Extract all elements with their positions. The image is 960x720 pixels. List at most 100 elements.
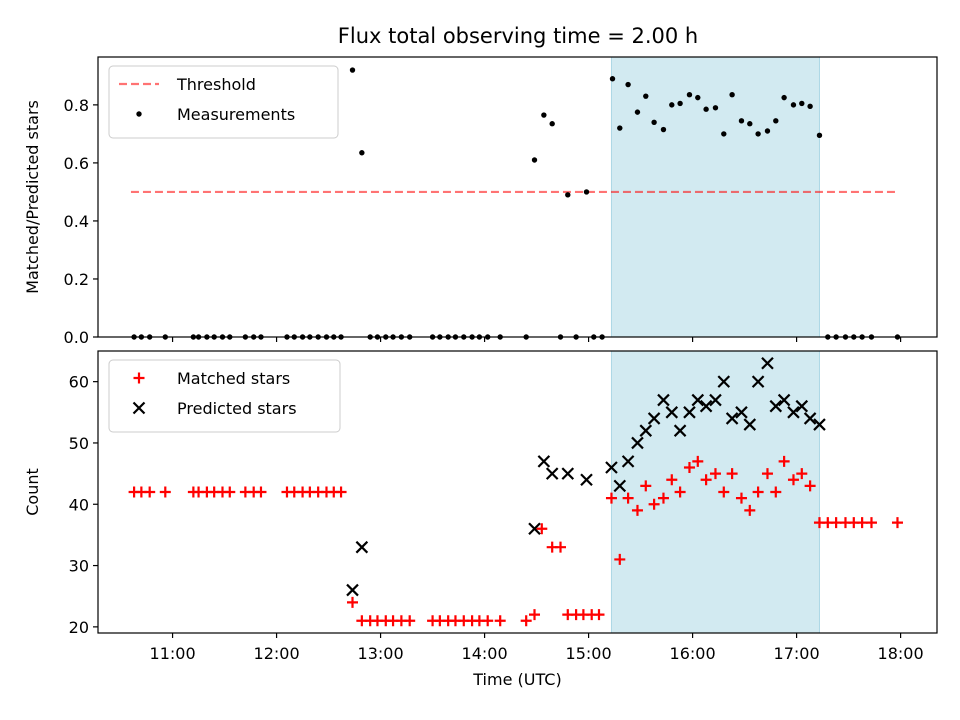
data-point xyxy=(482,615,494,627)
data-point xyxy=(520,615,532,627)
data-point xyxy=(621,455,635,468)
data-point xyxy=(669,102,675,108)
data-point xyxy=(683,406,696,419)
data-point xyxy=(657,492,669,504)
data-point xyxy=(665,406,679,419)
data-point xyxy=(717,375,731,388)
data-point xyxy=(159,486,171,498)
data-point xyxy=(700,474,712,486)
y-tick-label: 50 xyxy=(69,434,89,453)
data-point xyxy=(743,418,757,431)
data-point xyxy=(761,468,773,480)
data-point xyxy=(735,492,747,504)
data-point xyxy=(677,100,683,107)
data-point xyxy=(643,93,649,99)
data-point xyxy=(865,517,877,529)
data-point xyxy=(609,76,616,82)
data-point xyxy=(537,455,551,468)
data-point xyxy=(807,103,813,110)
legend-swatch xyxy=(136,111,142,117)
data-point xyxy=(549,121,555,127)
data-point xyxy=(651,119,657,125)
data-point xyxy=(613,479,627,493)
data-point xyxy=(404,615,416,627)
data-point xyxy=(752,486,764,498)
data-point xyxy=(773,118,779,124)
data-point xyxy=(699,399,713,413)
data-point xyxy=(778,455,790,467)
data-point xyxy=(580,473,593,487)
axes-frame xyxy=(97,56,938,338)
data-point xyxy=(541,112,547,118)
data-point xyxy=(359,150,365,156)
chart-title: Flux total observing time = 2.00 h xyxy=(338,24,698,48)
data-point xyxy=(769,399,783,413)
legend-entry: Predicted stars xyxy=(132,399,297,418)
data-point xyxy=(583,189,590,195)
data-point xyxy=(631,504,643,516)
data-point xyxy=(703,106,709,112)
data-point xyxy=(144,486,156,498)
data-point xyxy=(787,474,799,486)
data-point xyxy=(738,118,745,124)
data-point xyxy=(799,100,805,107)
series-measurements xyxy=(131,67,901,340)
legend: Matched stars Predicted stars xyxy=(108,359,341,433)
data-point xyxy=(528,522,541,536)
data-point xyxy=(683,461,695,473)
legend-box xyxy=(108,359,341,433)
legend-label: Matched stars xyxy=(177,369,290,388)
y-tick-label: 0.8 xyxy=(64,96,89,115)
x-tick-label: 12:00 xyxy=(254,644,300,663)
x-tick-label: 17:00 xyxy=(774,644,820,663)
data-point xyxy=(781,94,787,101)
legend-entry: Threshold xyxy=(119,75,256,94)
x-tick-label: 18:00 xyxy=(878,644,924,663)
data-point xyxy=(605,461,618,474)
y-tick-label: 0.2 xyxy=(64,270,89,289)
data-point xyxy=(747,121,753,127)
data-point xyxy=(692,455,704,467)
data-point xyxy=(761,356,774,370)
data-point xyxy=(735,406,748,419)
legend-entry: Matched stars xyxy=(133,369,290,388)
data-point xyxy=(787,406,800,419)
data-point xyxy=(726,468,738,480)
data-point xyxy=(639,424,653,437)
x-tick-label: 14:00 xyxy=(462,644,508,663)
data-point xyxy=(796,468,808,480)
data-point xyxy=(856,517,868,529)
series-matched-stars xyxy=(128,455,903,627)
legend-label: Threshold xyxy=(176,75,256,94)
bottom-panel-count: 20 30 40 50 60 11:00 12:00 13:00 14:00 15:00 16:00… xyxy=(23,350,938,689)
legend: Threshold Measurements xyxy=(108,65,339,139)
data-point xyxy=(605,492,617,504)
data-point xyxy=(721,131,727,137)
data-point xyxy=(625,81,631,88)
data-point xyxy=(565,192,571,198)
data-point xyxy=(795,399,809,413)
data-point xyxy=(891,517,903,529)
legend-box xyxy=(108,65,339,139)
observing-window-span xyxy=(610,350,820,634)
y-tick-label: 20 xyxy=(69,618,89,637)
data-point xyxy=(622,492,634,504)
legend-swatch xyxy=(132,401,146,415)
data-point xyxy=(349,67,356,73)
data-point xyxy=(666,474,678,486)
data-point xyxy=(770,486,782,498)
y-tick-label: 60 xyxy=(69,373,89,392)
data-point xyxy=(529,609,541,621)
data-point xyxy=(355,540,369,554)
data-point xyxy=(536,523,548,535)
x-tick-label: 11:00 xyxy=(150,644,196,663)
data-point xyxy=(224,486,236,498)
data-point xyxy=(691,393,705,407)
data-point xyxy=(346,596,358,608)
legend-label: Predicted stars xyxy=(177,399,297,418)
data-point xyxy=(631,436,644,450)
data-point xyxy=(744,504,756,516)
data-point xyxy=(729,92,735,98)
legend-swatch xyxy=(133,372,145,384)
